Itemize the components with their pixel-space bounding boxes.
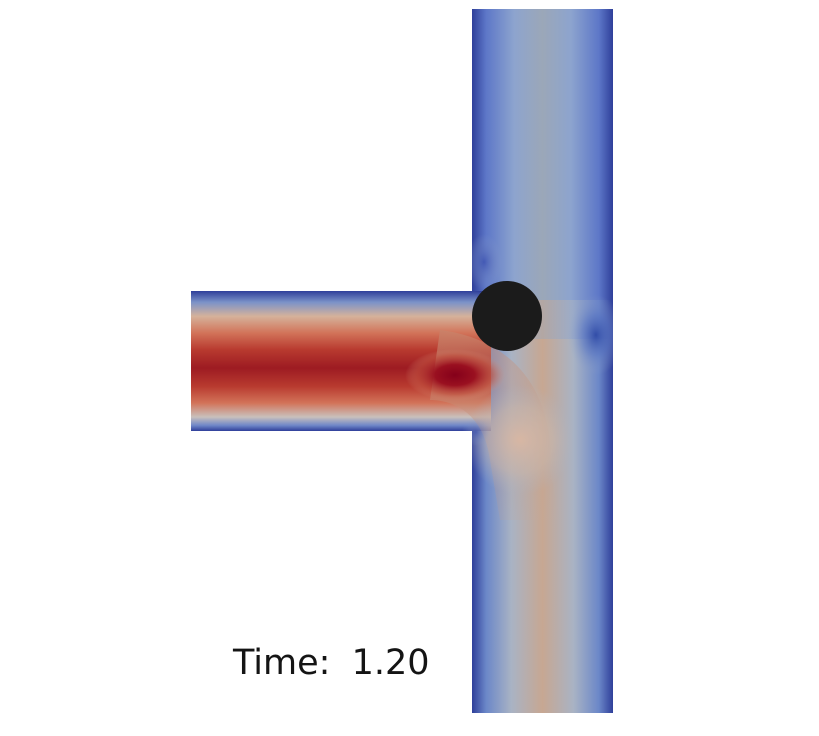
velocity-peak — [405, 349, 505, 401]
obstacle-disc — [472, 281, 542, 351]
time-prefix: Time: — [232, 643, 330, 683]
time-annotation: Time: 1.20 — [232, 643, 430, 683]
fluid-domain — [191, 9, 613, 713]
low-velocity-region — [568, 295, 613, 375]
time-value: 1.20 — [352, 643, 430, 683]
